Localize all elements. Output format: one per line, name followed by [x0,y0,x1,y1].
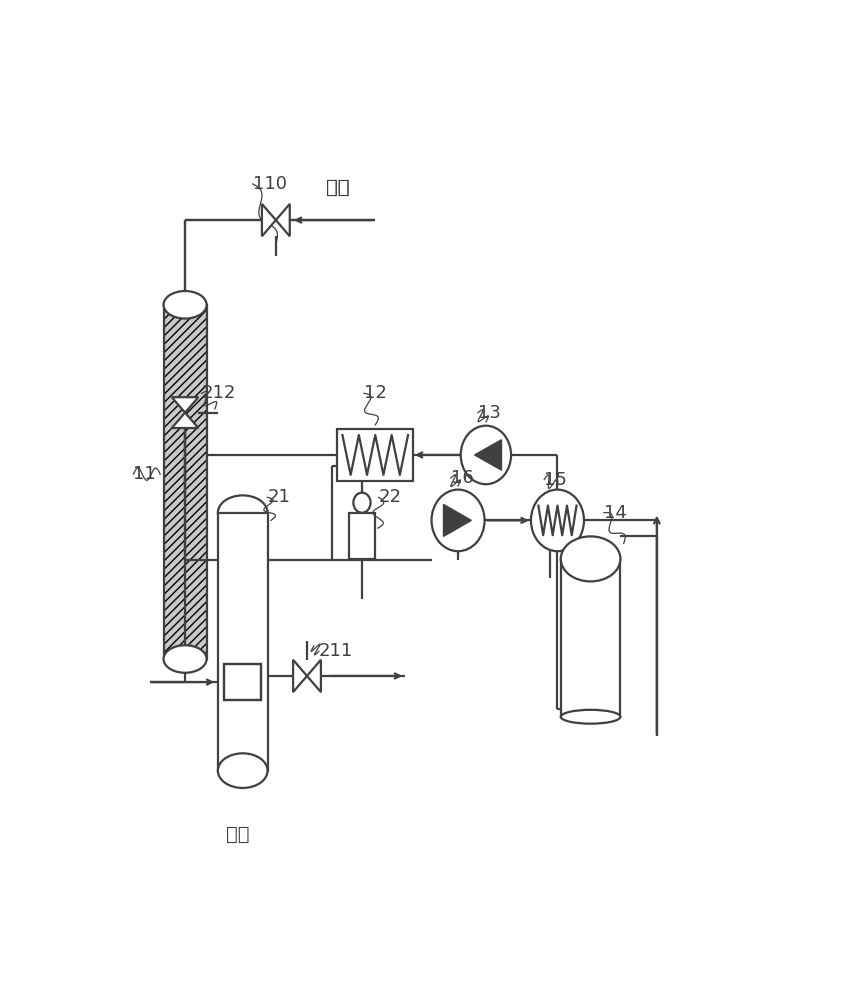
Circle shape [461,426,511,484]
Circle shape [531,490,584,551]
Text: 21: 21 [268,488,290,506]
Polygon shape [172,413,198,428]
Text: 15: 15 [544,471,567,489]
Circle shape [353,493,370,513]
Polygon shape [276,204,290,236]
Polygon shape [475,440,502,470]
Text: 110: 110 [253,175,286,193]
Polygon shape [307,660,321,692]
Text: 排料: 排料 [226,825,250,844]
Bar [218,513,268,771]
Bar [224,664,261,700]
Text: 13: 13 [478,404,501,422]
Bar [337,429,413,481]
Polygon shape [293,660,307,692]
Ellipse shape [163,645,207,673]
Bar [350,513,374,559]
Polygon shape [444,504,471,536]
Text: 11: 11 [133,465,156,483]
Text: 进料: 进料 [326,178,349,197]
Text: 212: 212 [202,384,236,402]
Text: 22: 22 [379,488,402,506]
Text: 16: 16 [451,469,474,487]
Polygon shape [172,397,198,413]
Ellipse shape [561,710,621,724]
Ellipse shape [218,495,268,530]
Bar [163,305,207,659]
Ellipse shape [163,291,207,319]
Text: 12: 12 [364,384,386,402]
Bar [224,664,261,700]
Polygon shape [262,204,276,236]
Text: 211: 211 [319,642,353,660]
Circle shape [432,490,485,551]
Ellipse shape [218,753,268,788]
Text: 14: 14 [604,504,627,522]
Ellipse shape [561,536,621,581]
Text: 进料: 进料 [326,178,349,197]
Bar [163,305,207,659]
Bar [561,559,621,717]
